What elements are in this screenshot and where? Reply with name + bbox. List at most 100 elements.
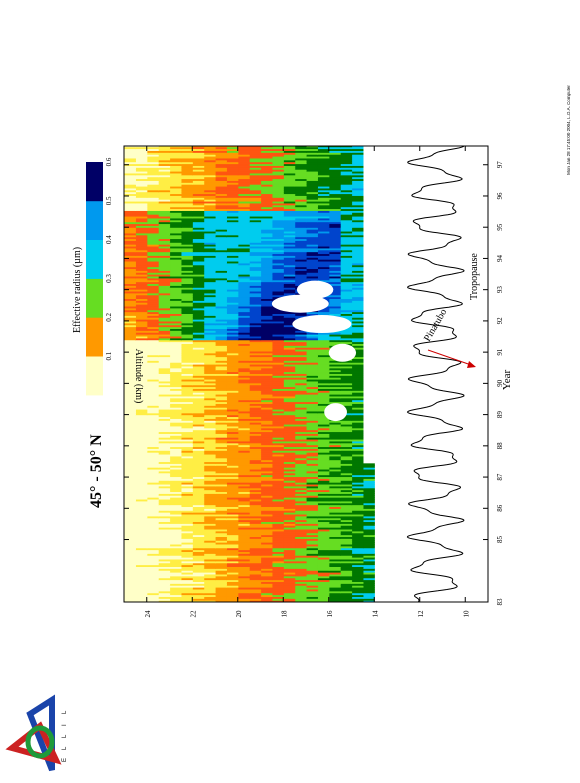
heatmap-cell bbox=[328, 307, 341, 311]
heatmap-cell bbox=[146, 523, 159, 526]
heatmap-cell bbox=[158, 341, 171, 344]
heatmap-cell bbox=[226, 483, 239, 487]
heatmap-cell bbox=[271, 414, 284, 418]
heatmap-cell bbox=[180, 547, 193, 551]
heatmap-cell bbox=[146, 230, 159, 234]
heatmap-cell bbox=[124, 350, 136, 354]
heatmap-cell bbox=[271, 182, 284, 185]
heatmap-cell bbox=[169, 549, 182, 552]
heatmap-cell bbox=[203, 483, 216, 487]
heatmap-cell bbox=[124, 551, 136, 554]
heatmap-cell bbox=[192, 358, 205, 361]
heatmap-cell bbox=[340, 360, 353, 363]
heatmap-cell bbox=[317, 167, 330, 170]
heatmap-cell bbox=[306, 416, 318, 419]
heatmap-cell bbox=[271, 472, 284, 476]
heatmap-cell bbox=[146, 470, 159, 474]
heatmap-cell bbox=[203, 500, 216, 504]
heatmap-cell bbox=[203, 438, 216, 442]
heatmap-cell bbox=[351, 208, 364, 211]
heatmap-cell bbox=[283, 598, 296, 601]
heatmap-cell bbox=[271, 423, 284, 427]
heatmap-cell bbox=[283, 585, 296, 588]
heatmap-cell bbox=[317, 564, 330, 567]
heatmap-cell bbox=[226, 429, 239, 433]
heatmap-cell bbox=[146, 343, 159, 346]
heatmap-cell bbox=[306, 446, 318, 449]
heatmap-cell bbox=[351, 345, 364, 348]
heatmap-cell bbox=[180, 341, 193, 344]
heatmap-cell bbox=[124, 433, 136, 436]
heatmap-cell bbox=[317, 446, 330, 449]
heatmap-cell bbox=[237, 397, 250, 401]
heatmap-cell bbox=[169, 562, 182, 566]
heatmap-cell bbox=[169, 283, 182, 286]
heatmap-cell bbox=[328, 557, 341, 560]
heatmap-cell bbox=[260, 210, 273, 213]
heatmap-cell bbox=[249, 247, 262, 251]
heatmap-cell bbox=[294, 491, 307, 494]
heatmap-cell bbox=[294, 362, 307, 365]
heatmap-cell bbox=[362, 513, 375, 517]
heatmap-cell bbox=[237, 292, 250, 296]
heatmap-cell bbox=[226, 493, 239, 496]
heatmap-cell bbox=[351, 380, 364, 384]
heatmap-cell bbox=[180, 538, 193, 541]
heatmap-cell bbox=[192, 165, 205, 168]
heatmap-cell bbox=[260, 354, 273, 358]
heatmap-cell bbox=[317, 536, 330, 539]
heatmap-cell bbox=[158, 573, 171, 577]
heatmap-cell bbox=[317, 268, 330, 271]
heatmap-cell bbox=[203, 390, 216, 393]
heatmap-cell bbox=[306, 364, 318, 367]
heatmap-cell bbox=[351, 360, 364, 363]
heatmap-cell bbox=[215, 365, 227, 369]
heatmap-cell bbox=[351, 268, 364, 271]
heatmap-cell bbox=[237, 191, 250, 195]
heatmap-cell bbox=[226, 185, 239, 189]
heatmap-cell bbox=[328, 260, 341, 264]
heatmap-cell bbox=[351, 289, 364, 292]
heatmap-cell bbox=[237, 377, 250, 380]
heatmap-cell bbox=[328, 523, 341, 526]
heatmap-cell bbox=[146, 369, 159, 373]
heatmap-cell bbox=[215, 388, 227, 391]
heatmap-cell bbox=[340, 200, 353, 204]
heatmap-cell bbox=[249, 371, 262, 374]
heatmap-cell bbox=[146, 191, 159, 195]
heatmap-cell bbox=[169, 354, 182, 358]
heatmap-cell bbox=[294, 367, 307, 371]
heatmap-cell bbox=[215, 437, 227, 440]
heatmap-cell bbox=[317, 202, 330, 206]
heatmap-cell bbox=[135, 437, 148, 440]
heatmap-cell bbox=[169, 362, 182, 365]
heatmap-cell bbox=[226, 365, 239, 369]
heatmap-cell bbox=[158, 167, 171, 170]
heatmap-cell bbox=[158, 407, 171, 410]
heatmap-cell bbox=[340, 478, 353, 481]
heatmap-cell bbox=[192, 350, 205, 354]
heatmap-cell bbox=[340, 470, 353, 474]
heatmap-cell bbox=[146, 354, 159, 358]
heatmap-cell bbox=[203, 590, 216, 594]
heatmap-cell bbox=[124, 530, 136, 534]
heatmap-cell bbox=[294, 202, 307, 206]
heatmap-cell bbox=[237, 277, 250, 281]
heatmap-cell bbox=[158, 435, 171, 438]
heatmap-cell bbox=[306, 197, 318, 200]
heatmap-cell bbox=[249, 583, 262, 586]
heatmap-cell bbox=[203, 270, 216, 273]
heatmap-cell bbox=[249, 204, 262, 208]
heatmap-cell bbox=[317, 489, 330, 493]
heatmap-cell bbox=[260, 360, 273, 363]
heatmap-cell bbox=[203, 223, 216, 226]
heatmap-cell bbox=[306, 444, 318, 448]
heatmap-cell bbox=[271, 416, 284, 419]
heatmap-cell bbox=[283, 587, 296, 590]
heatmap-cell bbox=[158, 360, 171, 363]
heatmap-cell bbox=[135, 371, 148, 374]
heatmap-cell bbox=[351, 438, 364, 442]
heatmap-cell bbox=[146, 455, 159, 459]
heatmap-cell bbox=[135, 360, 148, 363]
heatmap-cell bbox=[260, 493, 273, 496]
